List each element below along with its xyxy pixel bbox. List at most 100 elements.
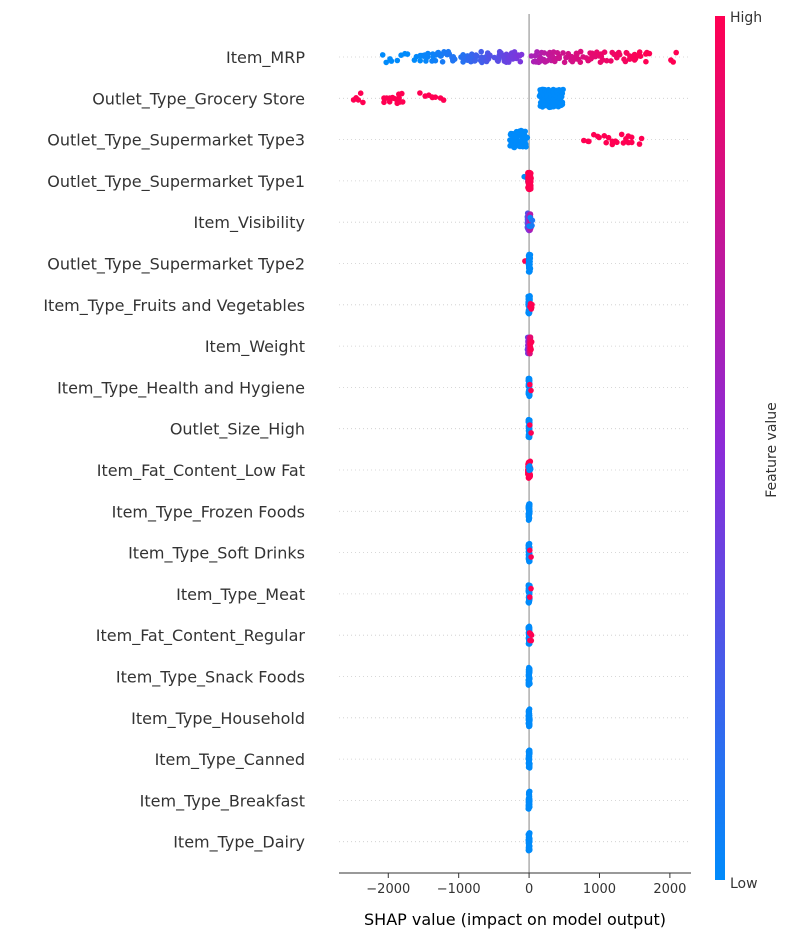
colorbar-low-label: Low	[730, 876, 758, 892]
shap-point	[527, 846, 533, 853]
shap-point	[526, 797, 533, 804]
shap-point	[360, 99, 366, 106]
shap-point	[527, 473, 533, 480]
feature-label: Item_Weight	[205, 337, 305, 357]
shap-point	[399, 99, 406, 105]
shap-point	[526, 765, 533, 771]
shap-point	[609, 49, 615, 56]
shap-point	[526, 788, 533, 795]
shap-point	[527, 804, 533, 810]
shap-point	[527, 381, 533, 388]
shap-point	[609, 138, 616, 145]
shap-point	[670, 59, 676, 65]
colorbar-title: Feature value	[764, 402, 780, 498]
feature-label: Item_Type_Dairy	[173, 833, 305, 853]
shap-point	[532, 52, 538, 59]
shap-point	[573, 50, 580, 57]
shap-point	[495, 58, 501, 64]
shap-point	[603, 139, 609, 146]
shap-point	[526, 706, 533, 712]
feature-label: Item_MRP	[226, 48, 305, 68]
x-tick-label: 2000	[653, 882, 686, 897]
shap-point	[560, 50, 566, 56]
shap-point	[449, 54, 455, 61]
shap-point	[636, 49, 643, 55]
shap-point	[524, 134, 531, 141]
shap-point	[357, 90, 364, 96]
shap-point	[528, 170, 534, 177]
shap-point	[528, 585, 534, 592]
shap-point	[440, 97, 447, 103]
row-gridlines	[339, 56, 691, 843]
shap-point	[603, 57, 610, 64]
shap-point	[528, 175, 534, 181]
shap-point	[561, 59, 568, 66]
shap-point	[629, 139, 635, 146]
shap-point	[559, 90, 566, 97]
shap-point	[527, 761, 533, 767]
shap-point	[557, 100, 564, 107]
feature-label: Item_Type_Canned	[155, 750, 305, 770]
shap-point	[388, 58, 395, 64]
shap-point	[527, 716, 533, 722]
shap-point	[529, 217, 536, 224]
x-tick-label: −2000	[366, 882, 410, 897]
shap-point	[526, 540, 533, 547]
shap-point	[355, 97, 362, 103]
shap-point	[386, 99, 393, 105]
shap-point	[631, 57, 638, 63]
shap-point	[556, 95, 563, 101]
shap-point	[616, 51, 623, 58]
x-tick-label: −1000	[437, 882, 481, 897]
shap-point	[608, 58, 614, 64]
feature-label: Item_Type_Fruits and Vegetables	[43, 296, 305, 316]
shap-point	[621, 56, 627, 62]
shap-point	[526, 666, 533, 672]
shap-point	[624, 50, 630, 56]
shap-point	[528, 387, 534, 394]
x-axis-title: SHAP value (impact on model output)	[364, 910, 666, 929]
feature-label: Item_Type_Snack Foods	[116, 668, 305, 688]
shap-point	[518, 51, 525, 58]
shap-point	[383, 59, 390, 66]
shap-point	[620, 140, 627, 146]
shap-point	[556, 55, 562, 62]
x-tick-label: 1000	[583, 882, 616, 897]
shap-point	[528, 186, 534, 192]
feature-label: Item_Fat_Content_Low Fat	[97, 461, 305, 481]
shap-point	[478, 48, 485, 55]
shap-point	[528, 430, 534, 436]
shap-point	[527, 466, 534, 472]
feature-label: Item_Type_Meat	[176, 585, 305, 605]
shap-point	[394, 57, 401, 64]
shap-point	[527, 750, 533, 756]
feature-label: Outlet_Type_Supermarket Type3	[47, 131, 305, 151]
shap-point	[591, 131, 597, 138]
shap-point	[587, 56, 594, 62]
feature-label: Item_Type_Breakfast	[140, 791, 305, 811]
shap-point	[605, 134, 612, 141]
shap-point	[404, 51, 411, 57]
shap-point	[473, 52, 479, 58]
shap-point	[527, 293, 533, 300]
feature-label: Outlet_Type_Supermarket Type2	[47, 255, 305, 275]
shap-point	[643, 51, 649, 57]
shap-point	[527, 458, 534, 465]
x-axis: SHAP value (impact on model output) −200…	[339, 872, 691, 929]
shap-point	[577, 59, 584, 65]
beeswarm-points	[350, 48, 679, 854]
shap-point	[638, 135, 645, 142]
shap-point	[417, 57, 424, 64]
shap-point	[618, 131, 625, 138]
feature-label: Outlet_Size_High	[170, 420, 305, 440]
shap-point	[528, 554, 534, 560]
x-tick-label: 0	[525, 882, 533, 897]
shap-point	[673, 49, 679, 56]
shap-point	[527, 558, 533, 564]
feature-labels: Item_MRP Outlet_Type_Grocery Store Outlet_…	[43, 48, 305, 853]
feature-label: Outlet_Type_Supermarket Type1	[47, 172, 305, 192]
shap-point	[528, 346, 534, 353]
shap-point	[417, 90, 423, 96]
